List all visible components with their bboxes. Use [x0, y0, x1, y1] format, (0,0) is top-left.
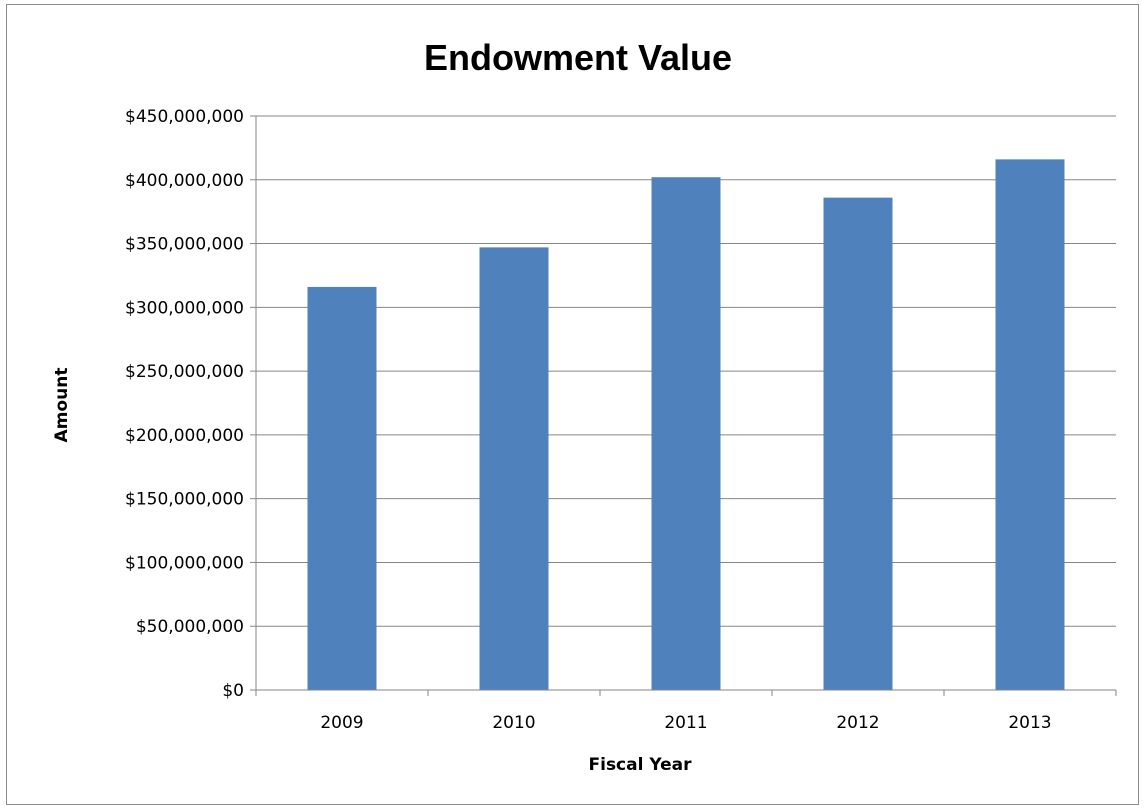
y-axis-tick-labels: $0 $50,000,000 $100,000,000 $150,000,000 $20…	[125, 107, 244, 701]
x-tick-label: 2010	[492, 713, 535, 733]
x-tick-label: 2013	[1008, 713, 1051, 733]
x-axis-tick-labels: 2009 2010 2011 2012 2013	[255, 690, 1117, 733]
y-tick-label: $0	[222, 681, 244, 701]
y-axis-title: Amount	[52, 368, 72, 443]
y-tick-label: $400,000,000	[125, 171, 244, 191]
x-tick-label: 2011	[664, 713, 707, 733]
y-tick-label: $50,000,000	[136, 617, 244, 637]
y-tick-label: $300,000,000	[125, 298, 244, 318]
y-tick-label: $100,000,000	[125, 553, 244, 573]
y-tick-label: $450,000,000	[125, 107, 244, 127]
y-tick-label: $150,000,000	[125, 490, 244, 510]
y-tick-label: $200,000,000	[125, 426, 244, 446]
bar-2011	[651, 177, 721, 690]
bar-2012	[823, 197, 893, 690]
bar-2010	[479, 247, 549, 691]
x-axis-title: Fiscal Year	[589, 755, 693, 775]
y-tick-label: $250,000,000	[125, 362, 244, 382]
y-tick-label: $350,000,000	[125, 235, 244, 255]
x-tick-label: 2012	[836, 713, 879, 733]
chart-frame	[6, 4, 1139, 805]
bar-2009	[307, 286, 377, 690]
chart-title: Endowment Value	[424, 37, 732, 78]
bar-2013	[995, 159, 1065, 690]
x-tick-label: 2009	[320, 713, 363, 733]
bars	[307, 159, 1065, 691]
